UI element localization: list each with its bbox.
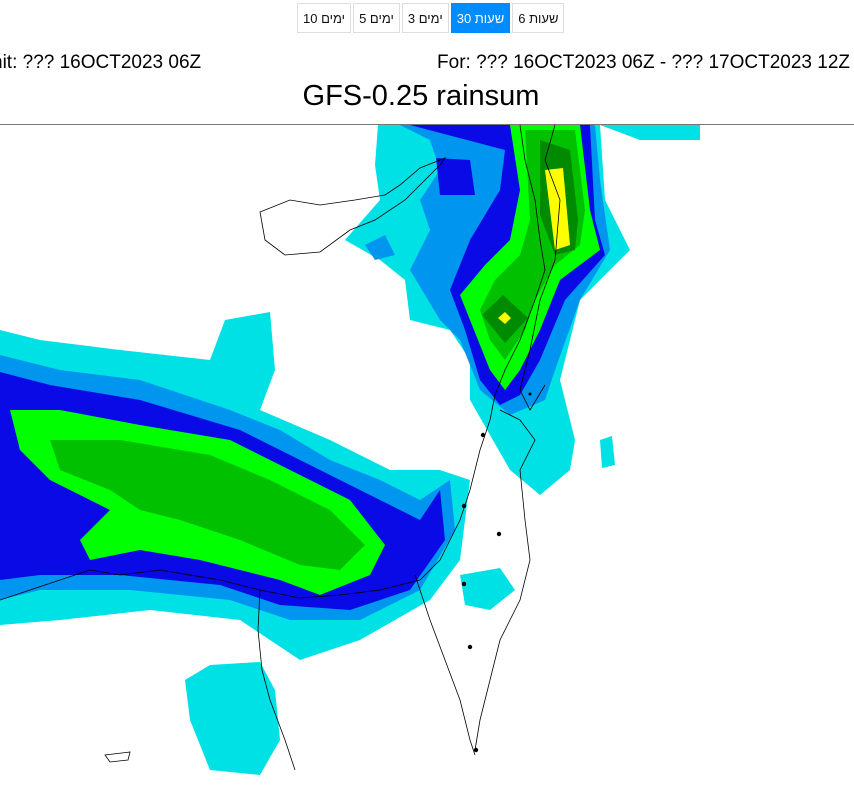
- city-markers: [461, 392, 532, 753]
- valid-period: For: ??? 16OCT2023 06Z - ??? 17OCT2023 1…: [437, 52, 850, 73]
- range-button-10-days[interactable]: 10 ימים: [297, 3, 352, 33]
- southern-rain-patches: [185, 568, 515, 775]
- divider: [0, 124, 854, 125]
- western-rain-band: [0, 312, 470, 660]
- range-button-3-days[interactable]: 3 ימים: [401, 3, 449, 33]
- init-time: nit: ??? 16OCT2023 06Z: [0, 52, 202, 73]
- eastern-rain-band: [345, 125, 700, 495]
- range-button-30-hours[interactable]: 30 שעות: [450, 3, 511, 33]
- range-button-6-hours[interactable]: 6 שעות: [512, 3, 565, 33]
- range-selector: 10 ימים 5 ימים 3 ימים 30 שעות 6 שעות: [297, 3, 565, 33]
- map-title: GFS-0.25 rainsum: [302, 80, 540, 112]
- range-button-5-days[interactable]: 5 ימים: [353, 3, 400, 33]
- coastlines: [0, 125, 561, 771]
- rainfall-map: [0, 125, 700, 775]
